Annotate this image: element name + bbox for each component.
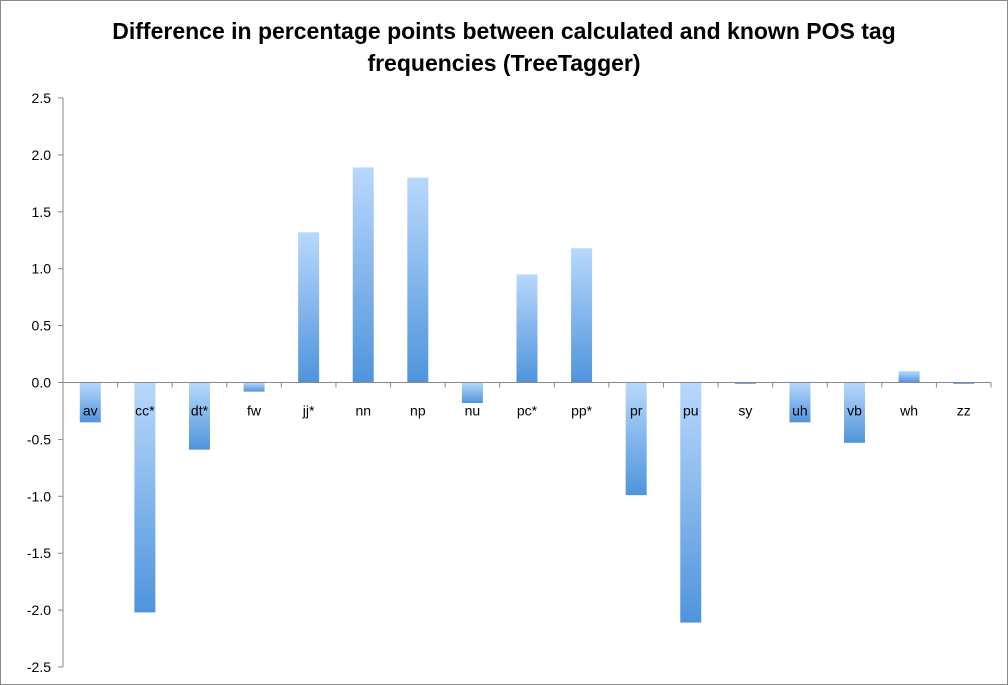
category-label-fw: fw [247, 403, 262, 419]
y-tick-label: -1.0 [27, 488, 51, 504]
category-label-dt-star: dt* [191, 403, 209, 419]
category-label-uh: uh [792, 403, 808, 419]
y-tick-label: 2.5 [32, 90, 52, 106]
chart-title-line-1: Difference in percentage points between … [112, 18, 896, 44]
bar-pu [680, 382, 702, 623]
bar-sy [734, 382, 756, 384]
y-tick-label: -2.0 [27, 602, 51, 618]
bar-av [79, 382, 101, 423]
y-tick-label: -1.5 [27, 545, 51, 561]
category-label-pc-star: pc* [517, 403, 538, 419]
chart-title-line-2: frequencies (TreeTagger) [367, 50, 641, 76]
y-tick-label: 1.5 [32, 204, 52, 220]
bar-pc-star [516, 274, 538, 383]
category-label-nu: nu [465, 403, 481, 419]
bar-fw [243, 382, 265, 392]
category-label-pp-star: pp* [571, 403, 593, 419]
bar-nn [352, 167, 374, 383]
y-tick-label: -2.5 [27, 659, 51, 675]
bar-uh [789, 382, 811, 423]
bar-dt-star [188, 382, 210, 450]
bar-pp-star [571, 248, 593, 383]
category-label-cc-star: cc* [135, 403, 155, 419]
y-tick-label: 0.0 [32, 375, 52, 391]
y-tick-label: 0.5 [32, 318, 52, 334]
category-label-av: av [83, 403, 98, 419]
category-label-pu: pu [683, 403, 699, 419]
category-label-wh: wh [899, 403, 918, 419]
category-label-np: np [410, 403, 426, 419]
bar-nu [461, 382, 483, 403]
category-label-jj-star: jj* [302, 403, 315, 419]
category-label-nn: nn [355, 403, 371, 419]
y-tick-label: -0.5 [27, 431, 51, 447]
bar-zz [953, 382, 975, 384]
category-label-pr: pr [630, 403, 643, 419]
chart-title: Difference in percentage points between … [1, 15, 1007, 79]
category-label-sy: sy [738, 403, 752, 419]
bar-cc-star [134, 382, 156, 613]
y-tick-label: 1.0 [32, 261, 52, 277]
category-label-zz: zz [957, 403, 971, 419]
bar-pr [625, 382, 647, 496]
bar-wh [898, 371, 920, 383]
bar-jj-star [298, 232, 320, 383]
bar-np [407, 177, 429, 383]
bar-vb [844, 382, 866, 443]
y-tick-label: 2.0 [32, 147, 52, 163]
category-label-vb: vb [847, 403, 862, 419]
